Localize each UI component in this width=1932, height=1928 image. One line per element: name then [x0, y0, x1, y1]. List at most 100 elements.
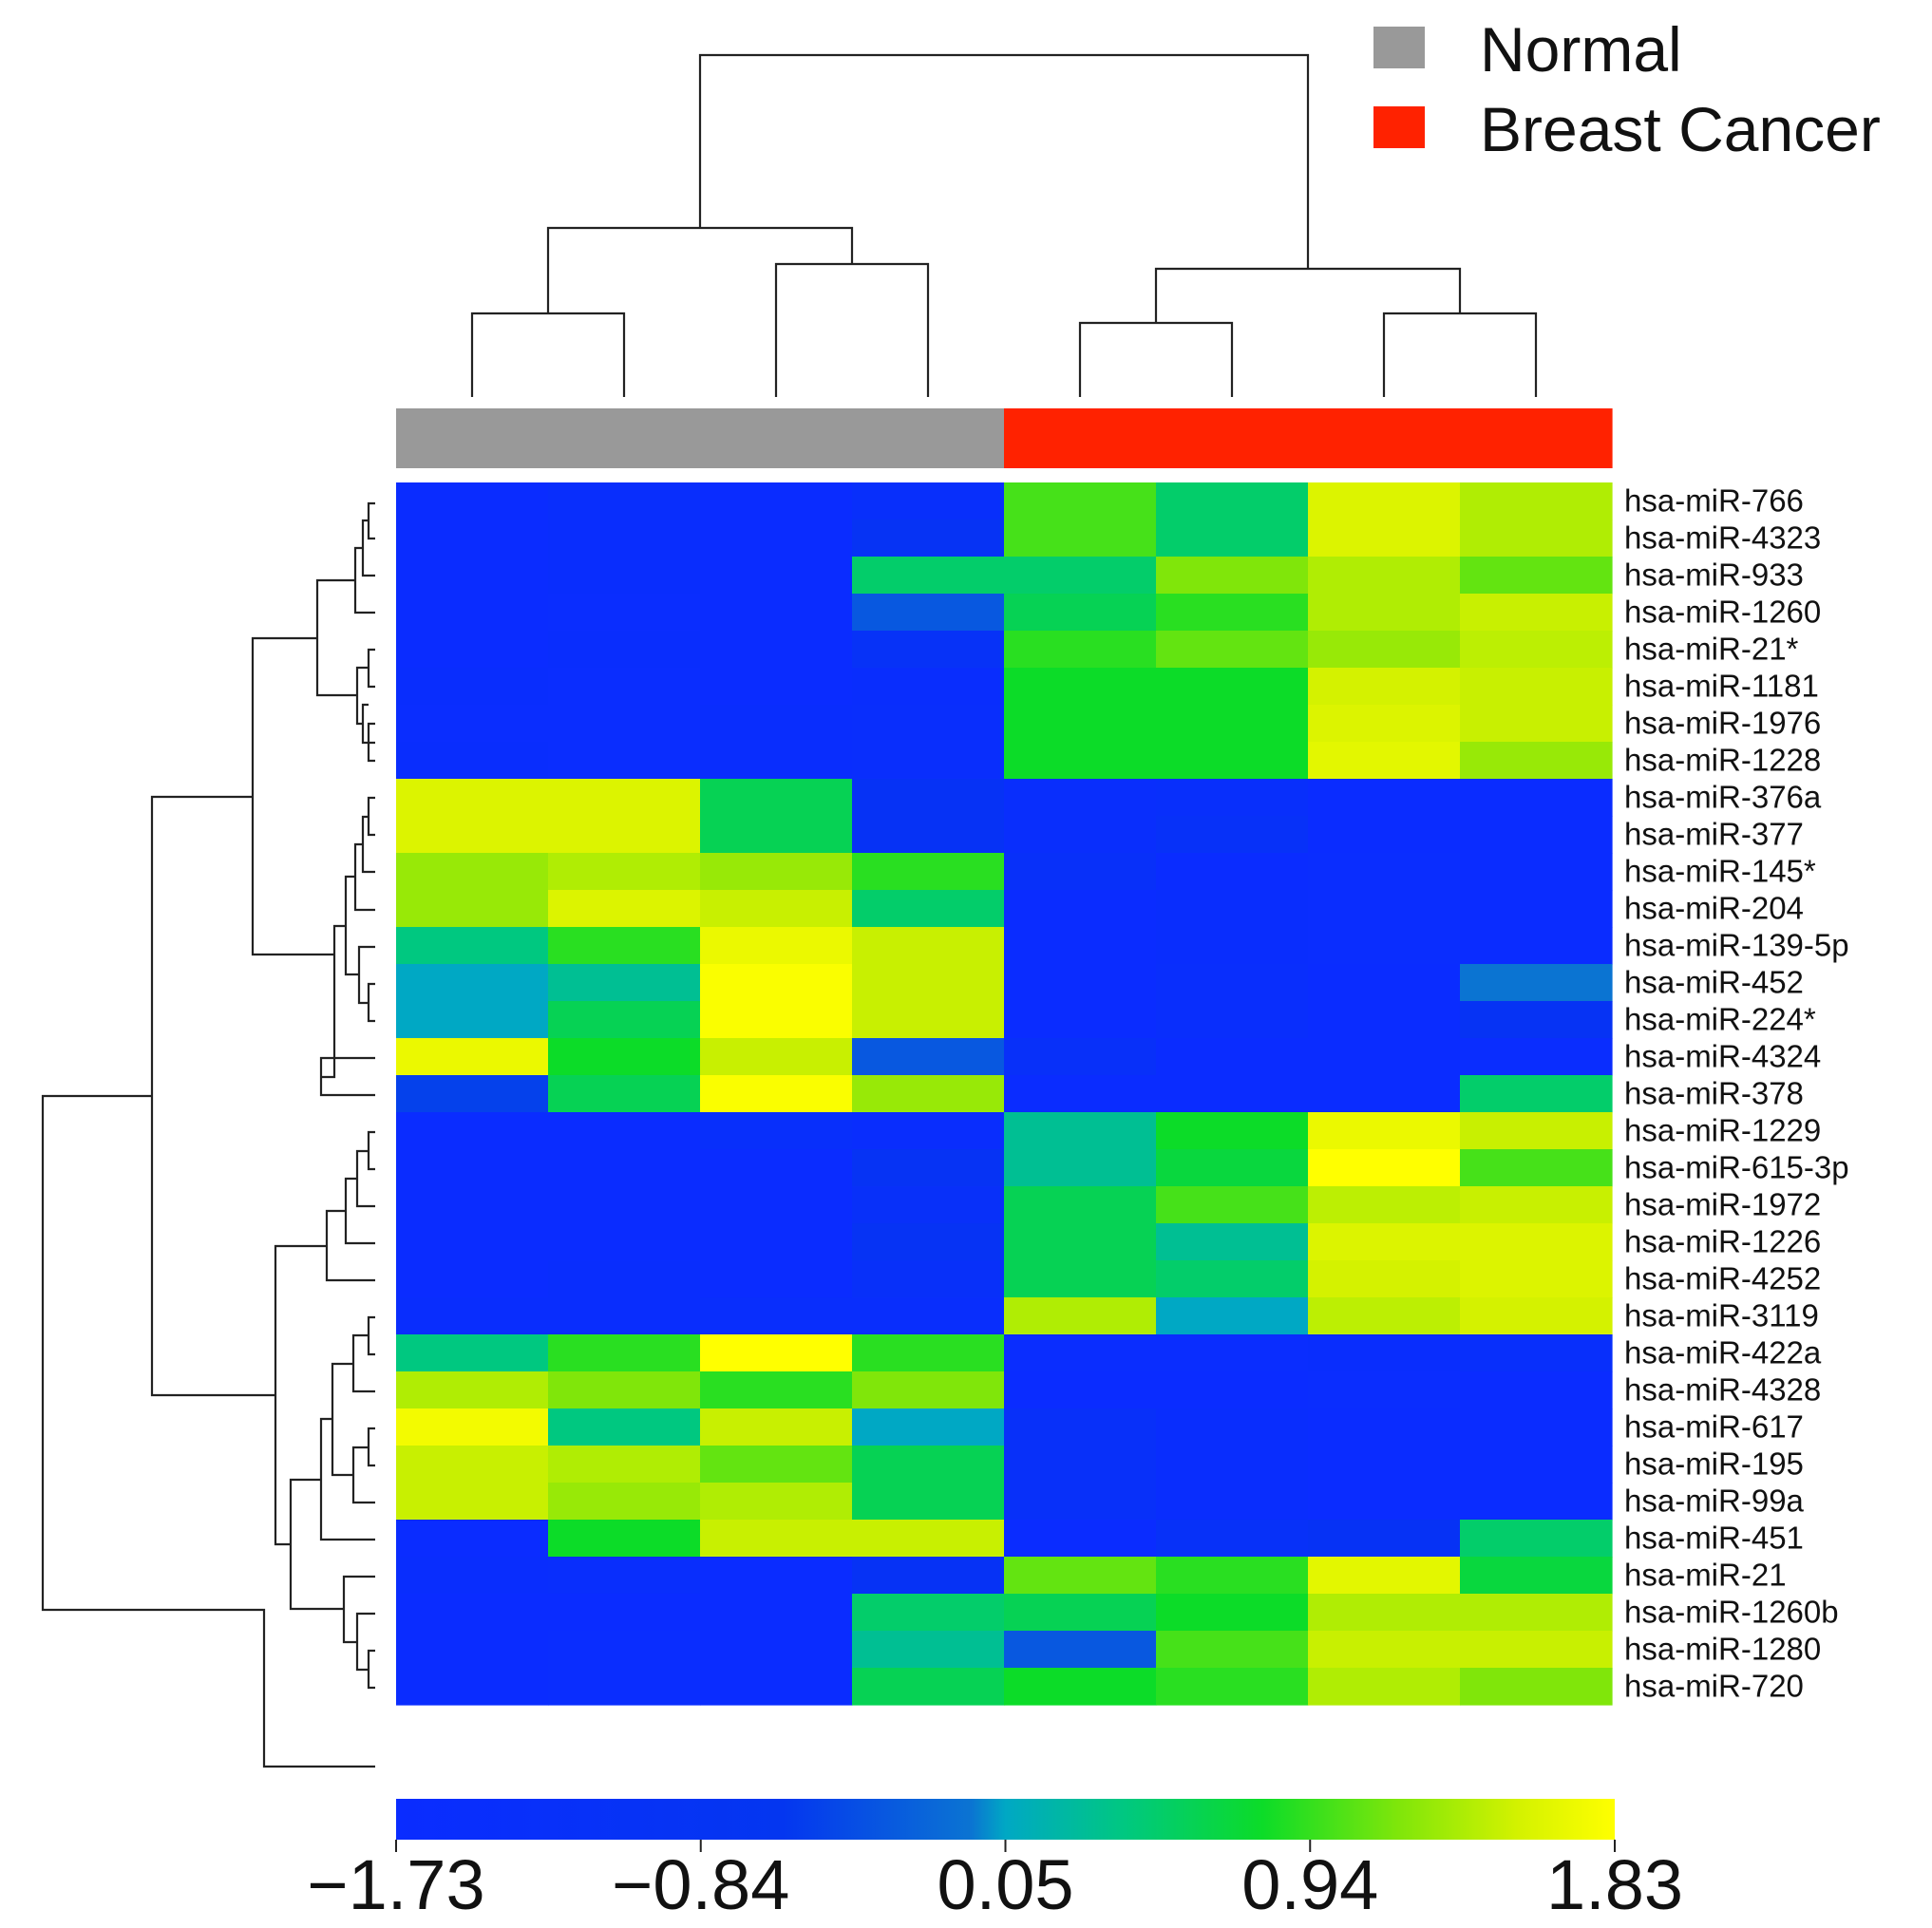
heatmap-cell	[700, 853, 853, 891]
heatmap-cell	[396, 1371, 549, 1409]
heatmap-cell	[1004, 594, 1157, 632]
heatmap-cell	[1156, 1668, 1309, 1706]
heatmap-cell	[1308, 964, 1461, 1002]
heatmap-cell	[396, 1408, 549, 1446]
heatmap-cell	[852, 1297, 1005, 1335]
row-label: hsa-miR-99a	[1624, 1484, 1805, 1519]
heatmap-cell	[396, 1446, 549, 1484]
heatmap-cell	[1156, 964, 1309, 1002]
heatmap-cell	[1156, 1075, 1309, 1113]
heatmap-cell	[1460, 482, 1613, 520]
row-label: hsa-miR-1181	[1624, 669, 1819, 704]
heatmap-cell	[1156, 557, 1309, 595]
heatmap-cell	[396, 1557, 549, 1595]
heatmap-cell	[396, 1631, 549, 1669]
heatmap-cell	[1004, 1668, 1157, 1706]
heatmap-cell	[396, 1075, 549, 1113]
heatmap-cell	[396, 853, 549, 891]
heatmap-cell	[1156, 520, 1309, 558]
legend-label-normal: Normal	[1480, 14, 1682, 85]
heatmap-cell	[548, 557, 701, 595]
heatmap-cell	[396, 631, 549, 669]
group-bar-cell	[548, 408, 701, 468]
heatmap-cell	[700, 594, 853, 632]
heatmap-cell	[396, 1594, 549, 1632]
heatmap-cell	[1156, 1408, 1309, 1446]
heatmap-cell	[1308, 816, 1461, 854]
colorbar-tick-label: −0.84	[612, 1845, 789, 1924]
row-label: hsa-miR-4328	[1624, 1372, 1821, 1408]
row-dendrogram	[41, 501, 375, 1768]
heatmap-cell	[548, 1186, 701, 1224]
row-label: hsa-miR-1972	[1624, 1187, 1821, 1222]
heatmap-cell	[548, 779, 701, 817]
heatmap-cell	[1156, 1112, 1309, 1150]
heatmap-cell	[1156, 1557, 1309, 1595]
heatmap-cell	[852, 482, 1005, 520]
row-label: hsa-miR-378	[1624, 1076, 1804, 1111]
heatmap-cell	[1004, 1186, 1157, 1224]
heatmap-cell	[548, 1446, 701, 1484]
heatmap-cell	[1156, 631, 1309, 669]
heatmap-cell	[700, 890, 853, 928]
heatmap-cell	[1156, 927, 1309, 965]
heatmap-cell	[1004, 816, 1157, 854]
sample-group-bar	[396, 408, 1613, 468]
heatmap-cell	[1460, 816, 1613, 854]
row-label: hsa-miR-933	[1624, 558, 1804, 593]
heatmap-cell	[700, 557, 853, 595]
heatmap-cell	[396, 557, 549, 595]
heatmap-cell	[548, 1297, 701, 1335]
row-label: hsa-miR-720	[1624, 1669, 1804, 1704]
heatmap-cell	[548, 1408, 701, 1446]
heatmap-cell	[396, 742, 549, 780]
heatmap-cell	[1460, 1001, 1613, 1039]
heatmap-cell	[700, 927, 853, 965]
heatmap-cell	[1004, 1334, 1157, 1372]
heatmap-cell	[1308, 668, 1461, 706]
heatmap-cell	[852, 1668, 1005, 1706]
heatmap-cell	[852, 853, 1005, 891]
heatmap-cell	[700, 964, 853, 1002]
heatmap-cell	[1156, 1334, 1309, 1372]
group-bar-cell	[700, 408, 853, 468]
heatmap-cell	[396, 1223, 549, 1261]
heatmap-cell	[700, 1075, 853, 1113]
row-label: hsa-miR-224*	[1624, 1002, 1816, 1037]
heatmap-cell	[1460, 520, 1613, 558]
heatmap-cell	[1308, 631, 1461, 669]
heatmap-cell	[700, 631, 853, 669]
heatmap-cell	[548, 742, 701, 780]
heatmap-cell	[548, 668, 701, 706]
heatmap-cell	[1004, 1001, 1157, 1039]
row-label: hsa-miR-615-3p	[1624, 1150, 1849, 1185]
heatmap-cell	[1308, 520, 1461, 558]
heatmap-cell	[700, 1446, 853, 1484]
heatmap-cell	[548, 705, 701, 743]
row-label: hsa-miR-377	[1624, 817, 1804, 852]
heatmap-cell	[1308, 1149, 1461, 1187]
row-label: hsa-miR-1229	[1624, 1113, 1821, 1148]
heatmap-cell	[852, 816, 1005, 854]
heatmap-cell	[700, 1149, 853, 1187]
heatmap-cell	[548, 1594, 701, 1632]
heatmap-cell	[1308, 594, 1461, 632]
heatmap-cell	[852, 1334, 1005, 1372]
heatmap-cell	[1460, 1594, 1613, 1632]
heatmap-cell	[396, 964, 549, 1002]
heatmap-cell	[548, 594, 701, 632]
heatmap-cell	[700, 1557, 853, 1595]
heatmap-cell	[548, 1001, 701, 1039]
heatmap-cell	[548, 1557, 701, 1595]
heatmap-cell	[396, 1038, 549, 1076]
legend: Normal Breast Cancer	[1373, 14, 1881, 164]
heatmap-cell	[700, 705, 853, 743]
heatmap-cell	[548, 853, 701, 891]
heatmap-cell	[1308, 1112, 1461, 1150]
heatmap-cell	[1004, 1483, 1157, 1521]
heatmap-cell	[700, 1408, 853, 1446]
heatmap-cell	[852, 520, 1005, 558]
heatmap-cell	[700, 1297, 853, 1335]
heatmap-cell	[1460, 1038, 1613, 1076]
heatmap-cell	[1308, 482, 1461, 520]
